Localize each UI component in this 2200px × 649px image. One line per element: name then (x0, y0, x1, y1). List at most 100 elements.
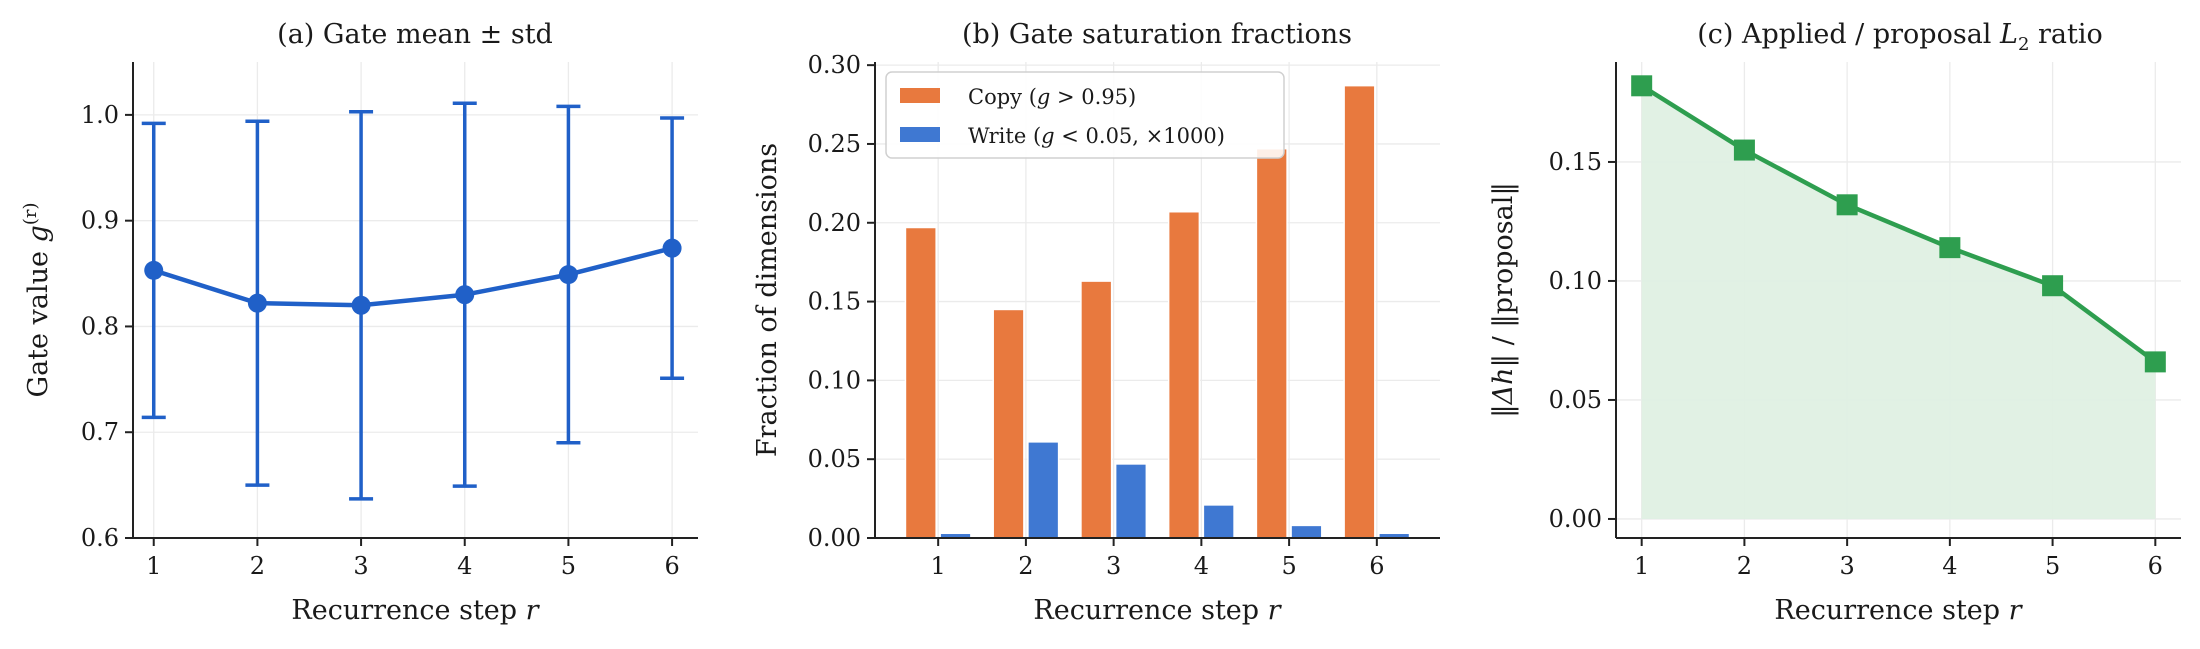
panel-c-xtick-label: 3 (1839, 552, 1854, 580)
panel-a-xtick-label: 2 (250, 552, 265, 580)
legend-copy-text: Copy ( (968, 85, 1037, 109)
panel-b-title: (b) Gate saturation fractions (962, 19, 1352, 50)
panel-b-xtick-label: 4 (1194, 552, 1209, 580)
panel-b-bar-write (1202, 504, 1235, 539)
panel-a-point (247, 293, 267, 313)
panel-c-ytick-label: 0.10 (1549, 267, 1602, 295)
panel-c-title-sub: 2 (2018, 34, 2029, 55)
panel-b-x-axis-text: Recurrence step (1033, 595, 1267, 626)
panel-c-title-text: (c) Applied / proposal (1697, 19, 2000, 50)
panel-b-xtick-label: 1 (931, 552, 946, 580)
panel-b-ytick-label: 0.00 (808, 524, 861, 552)
panel-c-marks (1631, 75, 2166, 519)
panel-c-point (1836, 194, 1858, 216)
panel-b-bars (904, 84, 1411, 539)
panel-a-ytick-label: 1.0 (81, 101, 119, 129)
legend-write-cond: < 0.05, ×1000) (1055, 124, 1225, 148)
panel-c-y-axis-open: ‖ (1488, 404, 1519, 418)
panel-b-ytick-label: 0.10 (808, 366, 861, 394)
panel-b-ytick-label: 0.30 (808, 51, 861, 79)
panel-c-xtick-label: 1 (1634, 552, 1649, 580)
panel-a-point (144, 260, 164, 280)
panel-a-gate-mean: 1 2 3 4 5 6 0.6 0.7 0.8 0.9 1.0 (a) Gate mean ± st… (20, 19, 698, 626)
panel-b-ytick-label: 0.25 (808, 130, 861, 158)
panel-a-ytick-label: 0.6 (81, 524, 119, 552)
panel-b-bar-copy (1167, 210, 1201, 539)
panel-b-legend: Copy (g > 0.95) Write (g < 0.05, ×1000) (885, 71, 1285, 159)
panel-a-spines (132, 62, 698, 539)
panel-a-y-axis-var: g (23, 225, 54, 242)
panel-b-xtick-label: 6 (1369, 552, 1384, 580)
panel-b-bar-copy (1255, 147, 1288, 539)
panel-c-point (1733, 139, 1755, 161)
panel-a-ytick-label: 0.8 (81, 312, 119, 340)
panel-a-x-axis-text: Recurrence step (291, 595, 525, 626)
legend-label-write: Write (g < 0.05, ×1000) (968, 124, 1225, 148)
panel-c-title: (c) Applied / proposal L2 ratio (1697, 19, 2103, 55)
panel-b-xtick-label: 3 (1106, 552, 1121, 580)
panel-b-xtick-label: 2 (1018, 552, 1033, 580)
panel-b-ytick-label: 0.15 (808, 288, 861, 316)
panel-b-bar-copy (1080, 280, 1113, 539)
panel-c-xtick-label: 4 (1942, 552, 1957, 580)
panel-a-mean-line (153, 245, 673, 308)
panel-b-bar-copy (992, 308, 1025, 539)
panel-b-ytick-label: 0.05 (808, 445, 861, 473)
panel-b-xtick-label: 5 (1281, 552, 1296, 580)
panel-b-ticks: 1 2 3 4 5 6 0.00 0.05 0.10 0.15 0.20 0.25 0.30 (808, 51, 1385, 580)
panel-c-point (2042, 275, 2064, 297)
panel-b-x-axis-label: Recurrence step r (1033, 595, 1282, 626)
panel-c-x-axis-text: Recurrence step (1774, 595, 2008, 626)
panel-c-xtick-label: 6 (2148, 552, 2163, 580)
panel-c-spines (1615, 62, 2181, 539)
panel-a-ytick-label: 0.9 (81, 207, 119, 235)
panel-a-point (351, 295, 371, 315)
panel-c-ytick-label: 0.05 (1549, 386, 1602, 414)
legend-label-copy: Copy (g > 0.95) (968, 85, 1136, 109)
panel-c-y-axis-label: ‖Δh‖ / ‖proposal‖ (1488, 182, 1519, 418)
panel-b-ytick-label: 0.20 (808, 209, 861, 237)
legend-frame (885, 71, 1285, 159)
legend-copy-var: g (1037, 85, 1050, 109)
panel-c-ytick-label: 0.00 (1549, 505, 1602, 533)
panel-b-saturation: 1 2 3 4 5 6 0.00 0.05 0.10 0.15 0.20 0.25 0.30 (b) G… (752, 19, 1440, 626)
panel-c-ticks: 1 2 3 4 5 6 0.00 0.05 0.10 0.15 (1549, 148, 2163, 580)
panel-c-ytick-label: 0.15 (1549, 148, 1602, 176)
panel-c-y-axis-rest: ‖ / ‖proposal‖ (1488, 182, 1519, 367)
panel-a-xtick-label: 5 (561, 552, 576, 580)
panel-a-point (662, 238, 682, 258)
panel-a-x-axis-label: Recurrence step r (291, 595, 540, 626)
panel-a-xtick-label: 6 (664, 552, 679, 580)
panel-a-xtick-label: 3 (353, 552, 368, 580)
panel-a-y-axis-text: Gate value (23, 242, 54, 397)
panel-c-area-fill (1641, 85, 2156, 519)
panel-c-title-end: ratio (2029, 19, 2102, 50)
panel-a-ytick-label: 0.7 (81, 418, 119, 446)
panel-b-bar-copy (1343, 84, 1376, 539)
legend-write-text: Write ( (968, 124, 1041, 148)
panel-b-y-axis-label: Fraction of dimensions (752, 143, 783, 457)
panel-a-x-axis-var: r (526, 595, 541, 626)
panel-a-xtick-label: 4 (457, 552, 472, 580)
legend-copy-cond: > 0.95) (1050, 85, 1136, 109)
panel-a-y-axis-sup: (r) (20, 203, 41, 226)
panel-a-title: (a) Gate mean ± std (277, 19, 553, 50)
panel-c-x-axis-var: r (2009, 595, 2024, 626)
panel-b-bar-write (1027, 441, 1060, 539)
panel-c-point (1631, 75, 1653, 97)
panel-c-x-axis-label: Recurrence step r (1774, 595, 2023, 626)
panel-a-ticks: 1 2 3 4 5 6 0.6 0.7 0.8 0.9 1.0 (81, 101, 680, 580)
panel-b-bar-copy (904, 226, 937, 539)
panel-b-bar-write (1290, 524, 1323, 539)
panel-c-l2-ratio: 1 2 3 4 5 6 0.00 0.05 0.10 0.15 (c) Applied / pro… (1488, 19, 2181, 626)
panel-c-ratio-line (1640, 83, 2157, 364)
panel-c-y-axis-var: Δh (1488, 367, 1519, 405)
panel-b-bar-write (1114, 463, 1148, 539)
panel-c-xtick-label: 2 (1737, 552, 1752, 580)
panel-b-x-axis-var: r (1268, 595, 1283, 626)
panel-c-title-var: L (1999, 19, 2018, 50)
panel-a-xtick-label: 1 (146, 552, 161, 580)
panel-a-point (558, 265, 578, 285)
panel-a-point (455, 285, 475, 305)
